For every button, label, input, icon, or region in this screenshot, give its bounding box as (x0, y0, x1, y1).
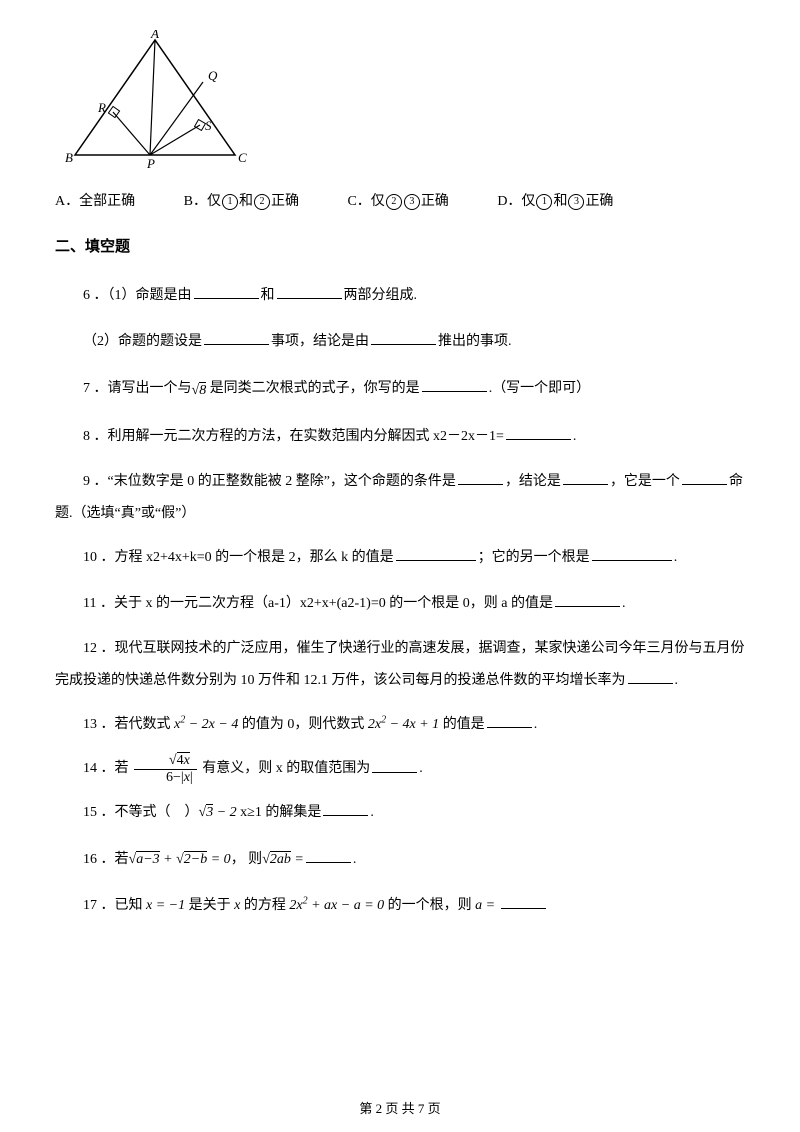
blank[interactable] (323, 801, 368, 816)
label-A: A (150, 30, 159, 41)
blank[interactable] (422, 377, 487, 392)
question-11: 11 ．关于 x 的一元二次方程（a-1）x2+x+(a2-1)=0 的一个根是… (55, 586, 745, 622)
question-8: 8 ．利用解一元二次方程的方法，在实数范围内分解因式 x2－2x－1=. (55, 419, 745, 455)
question-9: 9 ．“末位数字是 0 的正整数能被 2 整除”，这个命题的条件是，结论是，它是… (55, 466, 745, 530)
label-B: B (65, 150, 73, 165)
blank[interactable] (372, 758, 417, 773)
option-D[interactable]: D．仅1和3正确 (497, 190, 613, 210)
page-footer: 第 2 页 共 7 页 (0, 1098, 800, 1117)
blank[interactable] (371, 330, 436, 345)
circled-2-icon: 2 (254, 194, 270, 210)
blank[interactable] (306, 848, 351, 863)
blank[interactable] (458, 470, 503, 485)
circled-3-icon: 3 (568, 194, 584, 210)
circled-3-icon: 3 (404, 194, 420, 210)
blank[interactable] (506, 425, 571, 440)
question-7: 7 ．请写出一个与√8 是同类二次根式的式子，你写的是.（写一个即可） (55, 371, 745, 409)
question-6-2: （2）命题的题设是事项，结论是由推出的事项. (55, 324, 745, 360)
blank[interactable] (682, 470, 727, 485)
label-P: P (146, 156, 155, 170)
label-S: S (205, 118, 212, 133)
triangle-diagram: A B C P Q R S (65, 30, 745, 175)
blank[interactable] (628, 669, 673, 684)
blank[interactable] (204, 330, 269, 345)
blank[interactable] (277, 284, 342, 299)
blank[interactable] (501, 894, 546, 909)
fraction-expr: √4x 6−|x| (134, 753, 197, 785)
question-17: 17 ．已知 x = −1 是关于 x 的方程 2x2 + ax − a = 0… (55, 888, 745, 924)
blank[interactable] (487, 713, 532, 728)
circled-2-icon: 2 (386, 194, 402, 210)
blank[interactable] (555, 592, 620, 607)
option-B[interactable]: B．仅1和2正确 (184, 190, 299, 210)
circled-1-icon: 1 (222, 194, 238, 210)
label-Q: Q (208, 68, 218, 83)
section-2-title: 二、填空题 (55, 235, 745, 256)
label-C: C (238, 150, 247, 165)
question-10: 10 ．方程 x2+4x+k=0 的一个根是 2，那么 k 的值是；它的另一个根… (55, 540, 745, 576)
label-R: R (97, 100, 106, 115)
option-A[interactable]: A．全部正确 (55, 190, 135, 210)
question-14: 14 ．若 √4x 6−|x| 有意义，则 x 的取值范围为. (55, 753, 745, 785)
question-6-1: 6 ．（1）命题是由和两部分组成. (55, 278, 745, 314)
question-12: 12 ．现代互联网技术的广泛应用，催生了快递行业的高速发展，据调查，某家快递公司… (55, 633, 745, 697)
option-C[interactable]: C．仅23正确 (347, 190, 448, 210)
mc-options: A．全部正确 B．仅1和2正确 C．仅23正确 D．仅1和3正确 (55, 190, 745, 210)
blank[interactable] (563, 470, 608, 485)
blank[interactable] (194, 284, 259, 299)
blank[interactable] (396, 546, 476, 561)
question-15: 15 ．不等式（ ）√3 − 2 x≥1 的解集是. (55, 795, 745, 831)
blank[interactable] (592, 546, 672, 561)
circled-1-icon: 1 (536, 194, 552, 210)
question-16: 16 ．若√a−3 + √2−b = 0， 则√2ab =. (55, 842, 745, 878)
triangle-svg: A B C P Q R S (65, 30, 255, 170)
question-13: 13 ．若代数式 x2 − 2x − 4 的值为 0，则代数式 2x2 − 4x… (55, 707, 745, 743)
